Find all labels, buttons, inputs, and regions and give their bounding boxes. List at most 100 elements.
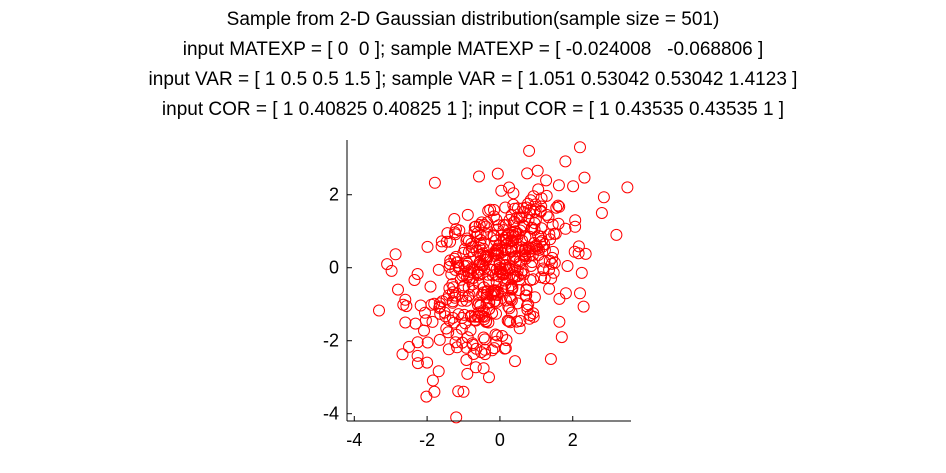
- data-point: [457, 385, 470, 398]
- data-point: [515, 267, 528, 280]
- data-point: [467, 348, 480, 360]
- data-point: [418, 324, 430, 337]
- data-point: [392, 283, 404, 296]
- data-point: [505, 306, 518, 319]
- data-point: [545, 257, 558, 270]
- data-point: [499, 277, 512, 290]
- data-point: [490, 243, 503, 256]
- data-point: [440, 235, 453, 248]
- data-point: [399, 293, 412, 306]
- data-point: [411, 336, 424, 349]
- data-point: [385, 264, 398, 277]
- data-point: [569, 220, 582, 233]
- chart-title-line-4: input COR = [ 1 0.40825 0.40825 1 ]; inp…: [161, 99, 785, 120]
- data-point: [462, 281, 475, 294]
- data-point: [491, 167, 504, 180]
- data-point: [507, 198, 520, 211]
- data-point: [508, 271, 521, 284]
- data-point: [462, 268, 475, 281]
- data-point: [483, 303, 496, 315]
- data-point: [381, 258, 394, 271]
- data-point: [420, 390, 433, 403]
- data-point: [489, 268, 502, 281]
- data-point: [460, 341, 473, 354]
- data-point: [499, 219, 512, 232]
- data-point: [504, 316, 517, 329]
- data-point: [421, 240, 434, 253]
- data-point: [572, 247, 585, 260]
- data-point: [552, 217, 565, 230]
- data-point: [491, 329, 504, 342]
- data-point: [559, 287, 572, 300]
- x-tick-label: -4: [346, 430, 362, 450]
- data-point: [578, 171, 591, 184]
- data-point: [553, 200, 566, 213]
- data-point: [411, 349, 424, 362]
- data-point: [552, 199, 565, 212]
- data-point: [528, 291, 541, 304]
- data-point: [610, 228, 623, 241]
- data-point: [433, 333, 446, 346]
- data-point: [546, 251, 559, 264]
- data-point: [468, 221, 481, 233]
- data-point: [508, 230, 521, 243]
- axes-layer: [346, 140, 631, 422]
- data-point: [473, 259, 486, 271]
- data-point: [452, 260, 465, 272]
- data-point: [480, 297, 493, 310]
- data-point: [528, 223, 541, 236]
- data-point: [493, 257, 506, 270]
- data-point: [538, 272, 551, 285]
- data-point: [403, 340, 415, 353]
- data-point: [540, 174, 553, 187]
- data-point: [482, 296, 495, 309]
- data-point: [496, 330, 509, 342]
- data-point: [428, 297, 441, 310]
- data-point: [499, 244, 512, 257]
- data-point: [411, 268, 424, 280]
- data-point: [462, 234, 475, 247]
- data-point: [457, 246, 470, 259]
- data-point: [484, 203, 497, 216]
- data-point: [536, 240, 549, 253]
- data-point: [471, 265, 484, 278]
- data-point: [555, 331, 568, 344]
- data-point: [543, 282, 556, 295]
- data-point: [463, 289, 476, 301]
- data-point: [442, 343, 455, 356]
- data-point: [489, 328, 502, 341]
- data-point: [532, 183, 545, 196]
- data-point: [432, 365, 445, 378]
- data-point: [575, 266, 588, 279]
- data-point: [460, 354, 473, 366]
- data-point: [547, 245, 559, 258]
- data-point: [419, 306, 431, 319]
- data-point: [487, 229, 500, 242]
- data-point: [449, 336, 462, 349]
- data-point: [433, 300, 446, 313]
- data-point: [513, 273, 526, 286]
- data-point: [574, 287, 586, 300]
- data-point: [523, 144, 536, 157]
- data-point: [524, 309, 537, 322]
- data-point: [547, 266, 560, 279]
- data-point: [531, 164, 544, 177]
- data-point: [499, 201, 512, 214]
- data-point: [443, 282, 456, 295]
- data-point: [449, 250, 462, 263]
- data-point: [498, 342, 511, 355]
- data-point: [517, 206, 530, 218]
- data-point: [540, 208, 553, 221]
- data-point: [499, 259, 512, 271]
- data-point: [432, 263, 445, 276]
- data-point: [512, 284, 525, 297]
- data-point: [478, 236, 490, 249]
- x-tick-label: -2: [419, 430, 435, 450]
- data-point: [534, 205, 547, 218]
- data-point: [515, 211, 528, 224]
- data-point: [492, 219, 505, 232]
- data-point: [477, 331, 490, 344]
- data-point: [499, 231, 512, 244]
- data-point: [540, 189, 553, 202]
